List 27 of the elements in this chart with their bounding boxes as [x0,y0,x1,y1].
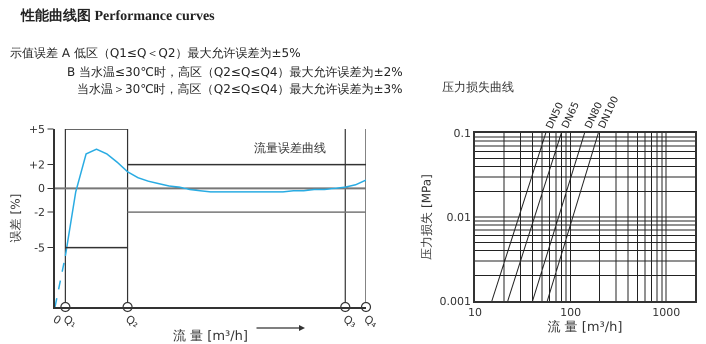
x-tick-label: Q₄ [362,312,380,331]
x-tick-label: Q₁ [61,312,79,330]
y-tick-label: 0.01 [446,210,472,224]
x-tick-label: Q₃ [341,312,359,330]
y-axis-title: 误差 [%] [8,194,23,242]
x-tick-label: 0 [50,312,64,328]
y-tick-label: +5 [28,122,46,136]
y-tick-label: -2 [34,206,46,219]
text: 当水温＞30℃时，高区（Q2≤Q≤Q4）最大允许误差为±3% [77,82,403,96]
x-tick-label: Q₂ [123,312,142,330]
x-tick-label: 1000 [652,306,680,319]
text: 示值误差 A 低区（Q1≤Q＜Q2）最大允许误差为±5% [10,46,301,60]
x-tick-label: 10 [468,306,482,319]
text: 流量误差曲线 [254,141,326,155]
y-tick-label: -5 [34,242,46,255]
y-tick-label: 0.1 [454,126,472,140]
y-tick-label: +2 [28,158,46,172]
x-tick-label: 100 [560,306,582,319]
x-axis-title: 流 量 [m³/h] [173,328,248,344]
text: B 当水温≤30℃时，高区（Q2≤Q≤Q4）最大允许误差为±2% [67,65,403,79]
chart-title: 压力损失曲线 [442,80,514,94]
y-tick-label: 0 [38,182,46,196]
y-axis-title: 压力损失 [MPa] [419,174,434,260]
x-axis-title: 流 量 [m³/h] [548,319,622,336]
y-tick-label: 0.001 [440,294,472,308]
text: 性能曲线图 Performance curves [20,8,216,24]
text: DN65 [560,100,582,130]
